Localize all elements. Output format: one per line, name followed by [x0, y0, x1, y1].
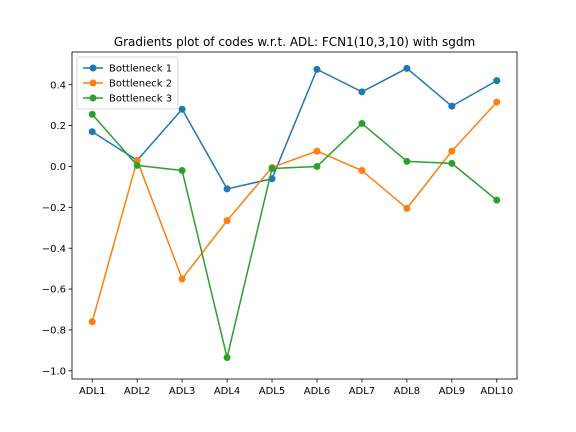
x-tick-label: ADL3 [169, 386, 195, 397]
data-point [448, 159, 456, 167]
legend-label: Bottleneck 1 [109, 64, 172, 75]
data-point [448, 147, 456, 155]
data-point [178, 105, 186, 113]
legend-marker [89, 64, 97, 72]
data-point [493, 98, 501, 106]
chart-title: Gradients plot of codes w.r.t. ADL: FCN1… [114, 35, 475, 49]
y-tick-label: −0.4 [42, 244, 66, 255]
axes-frame [71, 51, 518, 380]
legend: Bottleneck 1 Bottleneck 2 Bottleneck 3 [76, 56, 179, 110]
data-point [88, 128, 96, 136]
data-point [88, 318, 96, 326]
x-tick-label: ADL9 [439, 386, 465, 397]
series-line-3 [91, 113, 498, 359]
x-tick-label: ADL10 [480, 386, 513, 397]
legend-marker [89, 94, 97, 102]
series-3 [88, 110, 501, 362]
legend-label: Bottleneck 3 [109, 94, 172, 105]
y-tick-label: −0.2 [42, 203, 66, 214]
legend-entry: Bottleneck 1 [83, 64, 172, 75]
data-point [448, 102, 456, 110]
y-tick-label: 0.0 [50, 162, 66, 173]
data-point [178, 167, 186, 175]
series-line-1 [91, 67, 498, 190]
y-tick-label: −0.6 [42, 285, 66, 296]
x-tick-label: ADL5 [259, 386, 285, 397]
plot-area [88, 64, 501, 362]
data-point [493, 196, 501, 204]
data-point [358, 120, 366, 128]
axes: −1.0 −0.8 −0.6 −0.4 −0.2 0.0 0.2 0.4 ADL1 ADL2 ADL… [42, 51, 518, 397]
y-tick-label: −1.0 [42, 366, 66, 377]
series-line-2 [91, 101, 498, 322]
data-point [403, 204, 411, 212]
legend-box [76, 56, 179, 110]
x-tick-label: ADL8 [394, 386, 420, 397]
data-point [403, 157, 411, 165]
data-point [358, 167, 366, 175]
data-point [493, 77, 501, 85]
data-point [88, 110, 96, 118]
data-point [313, 65, 321, 73]
data-point [403, 64, 411, 72]
legend-marker [89, 79, 97, 87]
data-point [223, 185, 231, 193]
data-point [223, 217, 231, 225]
data-point [223, 354, 231, 362]
data-point [133, 161, 141, 169]
y-tick-label: −0.8 [42, 326, 66, 337]
x-tick-label: ADL6 [304, 386, 330, 397]
x-tick-label: ADL4 [214, 386, 240, 397]
y-tick-label: 0.4 [50, 80, 66, 91]
data-point [268, 164, 276, 172]
x-tick-label: ADL7 [349, 386, 375, 397]
data-point [178, 275, 186, 283]
data-point [358, 88, 366, 96]
legend-entry: Bottleneck 3 [83, 94, 172, 105]
data-point [313, 162, 321, 170]
data-point [313, 147, 321, 155]
legend-label: Bottleneck 2 [109, 79, 172, 90]
y-tick-label: 0.2 [50, 121, 66, 132]
x-tick-label: ADL2 [124, 386, 150, 397]
data-point [133, 156, 141, 164]
x-tick-label: ADL1 [79, 386, 105, 397]
legend-entry: Bottleneck 2 [83, 79, 172, 90]
